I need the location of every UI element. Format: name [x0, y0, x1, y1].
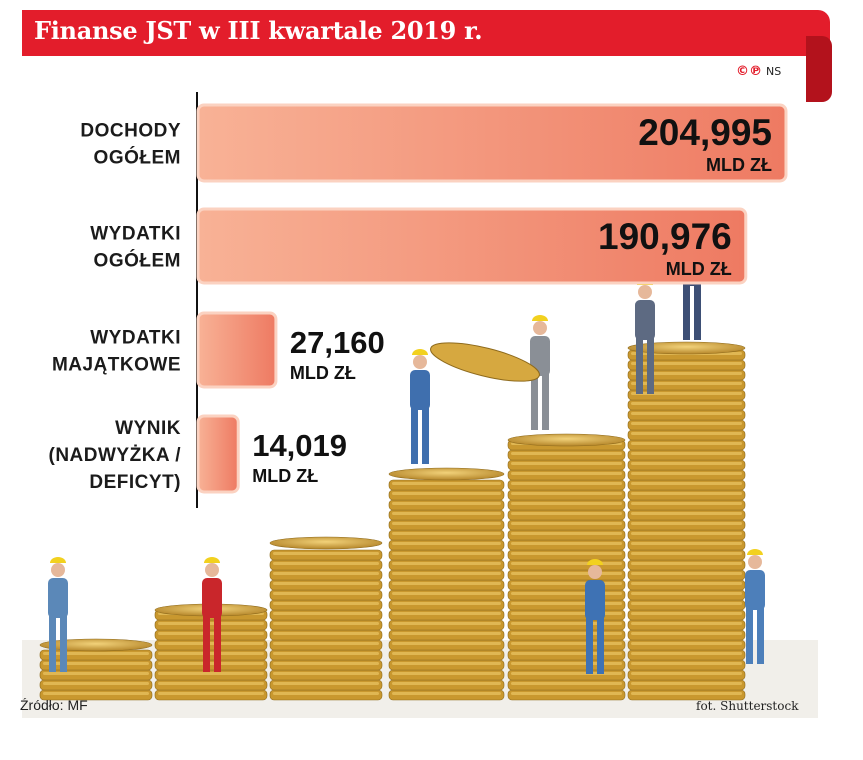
bar [196, 103, 788, 183]
data-label: 27,160 [290, 325, 385, 360]
copyright-mark: ©℗ NS [736, 64, 781, 79]
category-label: WYNIK [115, 418, 181, 439]
data-label: 204,995 [638, 112, 772, 153]
worker-figure [530, 315, 550, 430]
category-label: DEFICYT) [89, 472, 181, 493]
worker-figure [48, 557, 68, 672]
source-note: Źródło: MF [20, 697, 88, 713]
coin-stack [388, 467, 505, 701]
coin-stacks-photo [22, 225, 818, 718]
worker-figure [585, 559, 605, 674]
title-banner [22, 10, 830, 56]
category-label: DOCHODY [80, 121, 181, 142]
category-label: OGÓŁEM [94, 250, 181, 272]
bar [196, 414, 240, 494]
category-label: (NADWYŻKA / [49, 445, 182, 466]
carried-coin [430, 342, 540, 382]
category-label: OGÓŁEM [94, 147, 181, 169]
worker-figure [410, 349, 430, 464]
bar [196, 311, 278, 389]
bar-row: WYNIK (NADWYŻKA / DEFICYT) 14,019 MLD ZŁ [49, 414, 347, 494]
coin-stack [507, 433, 626, 701]
category-label: WYDATKI [90, 328, 181, 349]
banner-fold [806, 36, 832, 102]
data-label: 190,976 [598, 216, 732, 257]
coin-stack [269, 536, 383, 701]
category-label: MAJĄTKOWE [52, 355, 181, 376]
worker-figure [202, 557, 222, 672]
bar-row: WYDATKI MAJĄTKOWE 27,160 MLD ZŁ [52, 311, 385, 389]
photo-credit: fot. Shutterstock [696, 699, 799, 713]
data-label: 14,019 [252, 428, 347, 463]
unit-label: MLD ZŁ [666, 259, 732, 279]
worker-figure [745, 549, 765, 664]
unit-label: MLD ZŁ [290, 363, 356, 383]
category-label: WYDATKI [90, 224, 181, 245]
unit-label: MLD ZŁ [706, 155, 772, 175]
copyright-symbols: ©℗ [736, 64, 762, 79]
copyright-author: NS [766, 65, 782, 78]
bar [196, 207, 748, 285]
coin-stack [627, 341, 746, 701]
coin-stack [39, 638, 153, 701]
coin-stack [154, 603, 268, 701]
page-title: Finanse JST w III kwartale 2019 r. [34, 16, 483, 45]
unit-label: MLD ZŁ [252, 466, 318, 486]
